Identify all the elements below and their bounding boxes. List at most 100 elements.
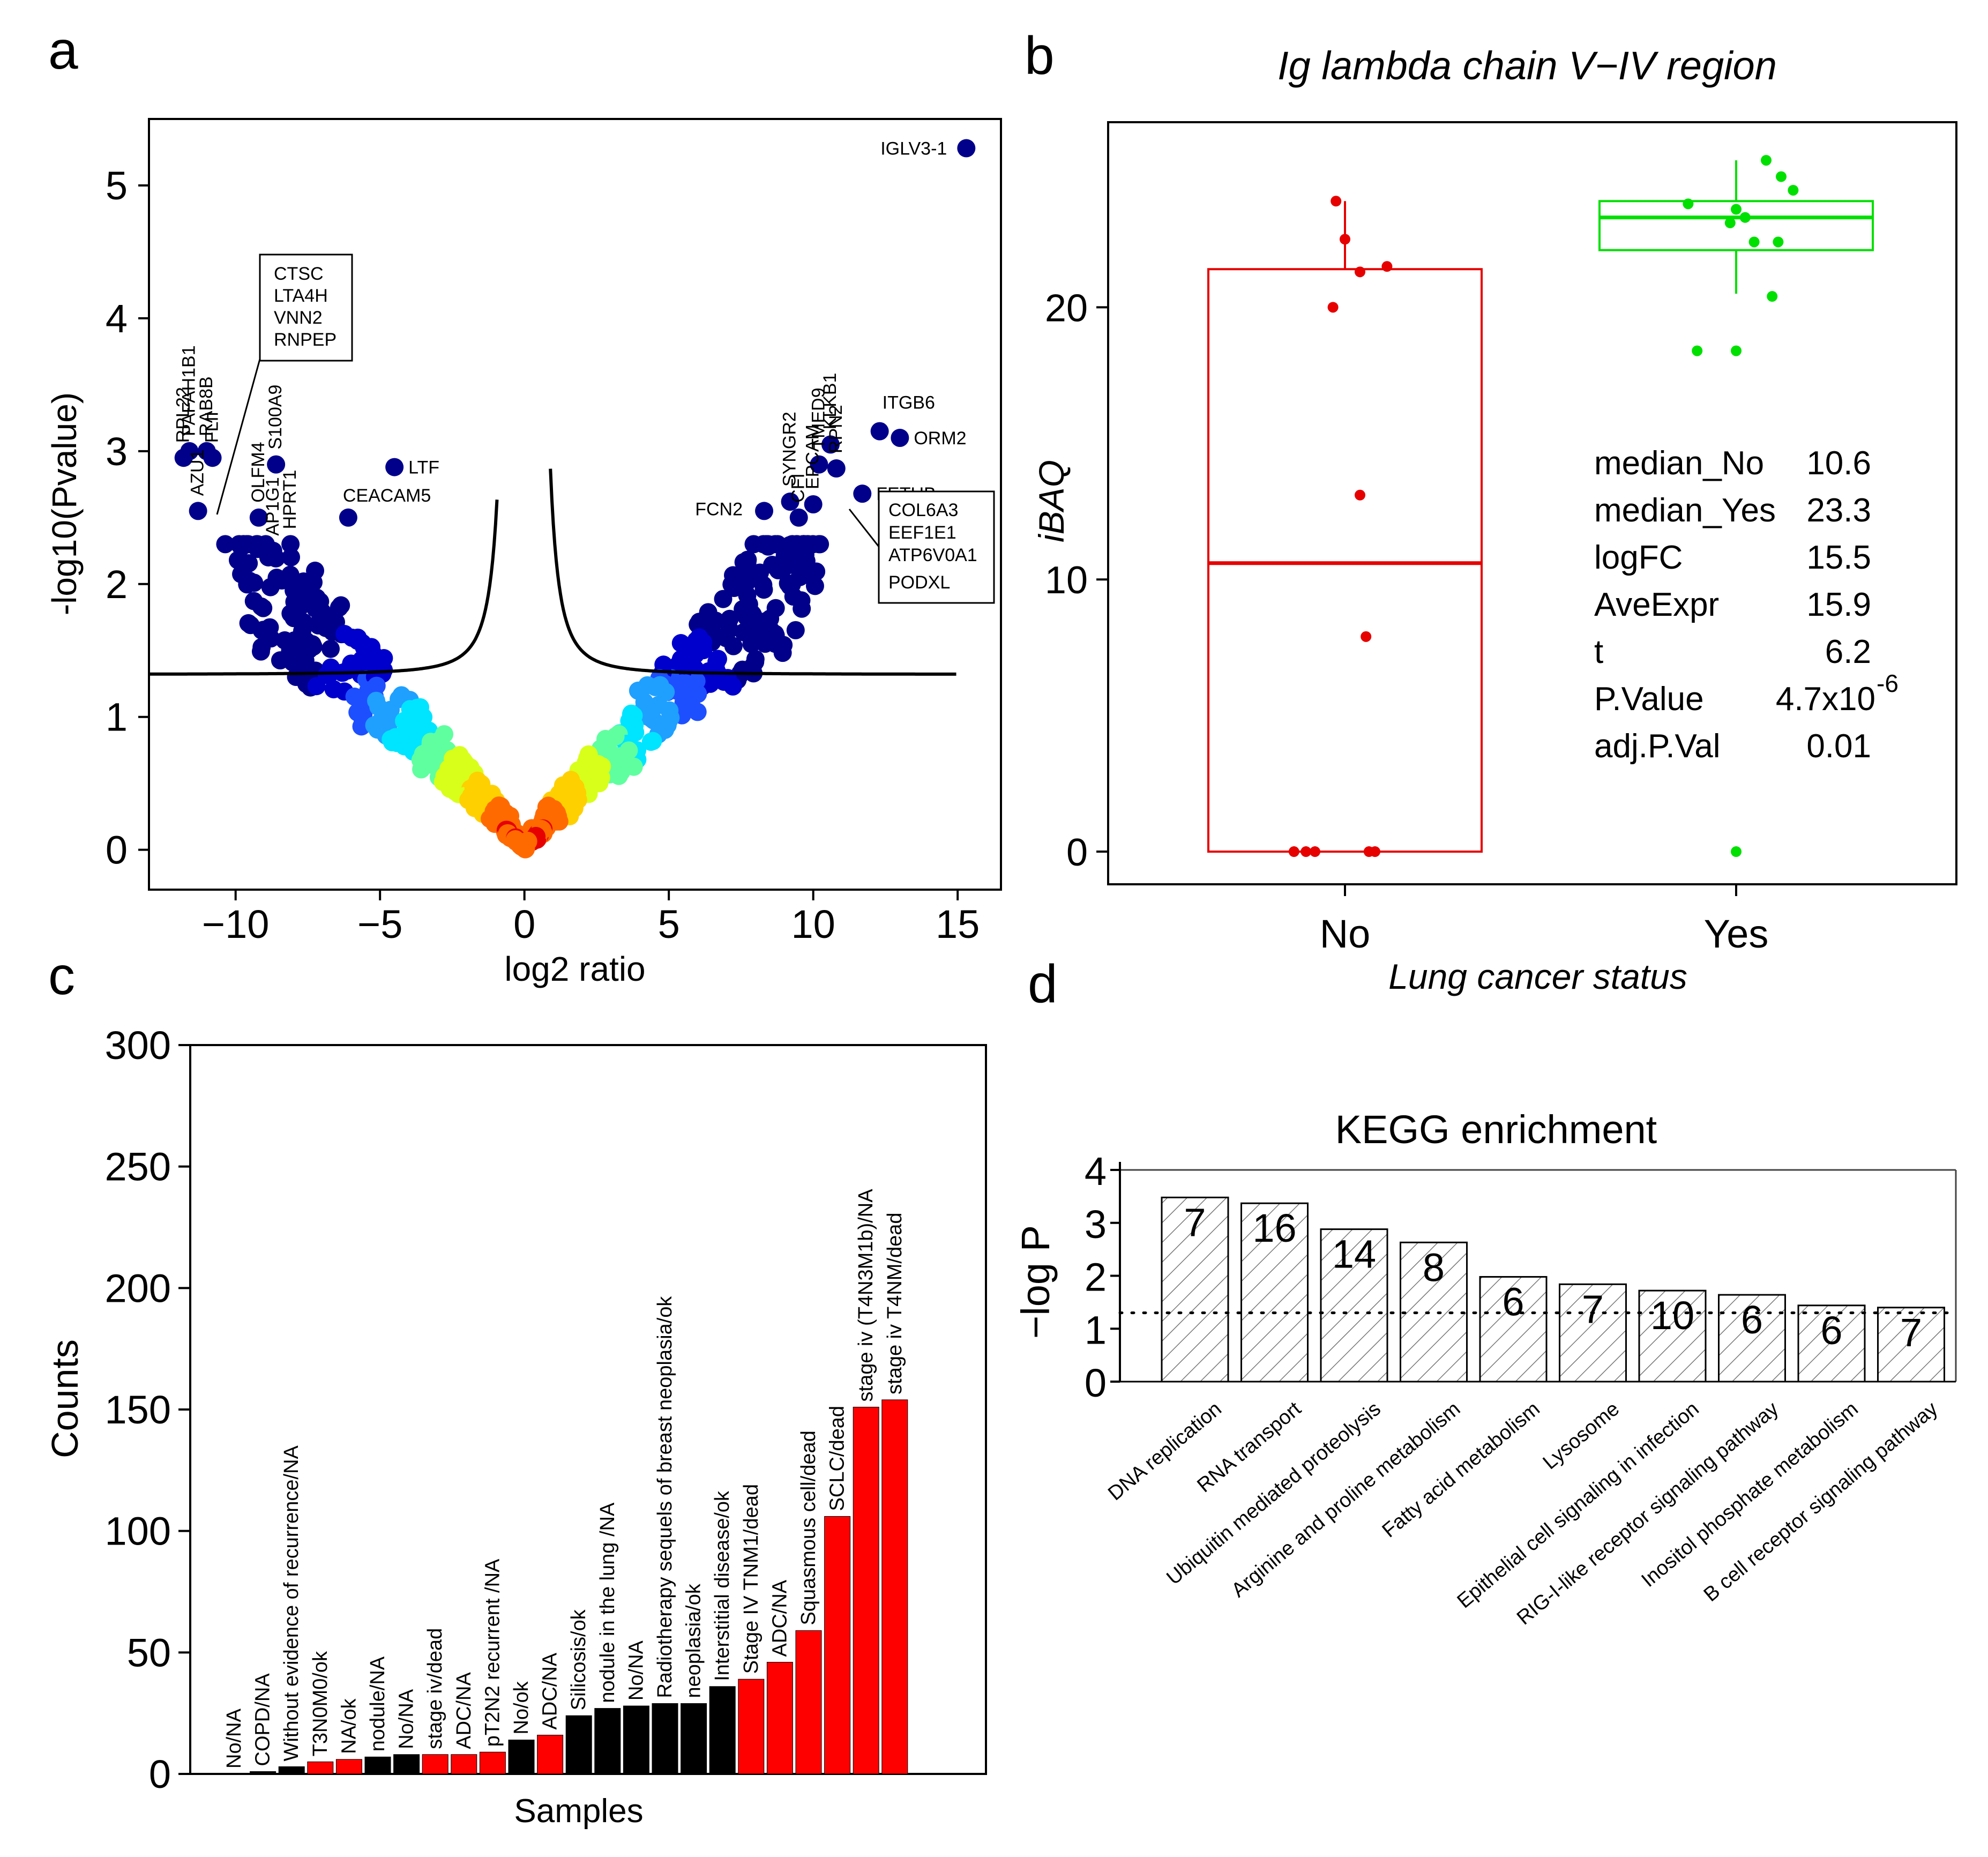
stat-name: median_Yes	[1594, 492, 1776, 529]
panel-a-label: a	[48, 20, 78, 80]
box-point	[1767, 291, 1778, 302]
point-label: FLII	[202, 412, 222, 443]
point-label: AZU1	[188, 449, 208, 496]
x-tick-label: 5	[658, 902, 680, 946]
panel-d-title: KEGG enrichment	[1335, 1107, 1657, 1152]
kegg-bar-count: 6	[1741, 1297, 1763, 1342]
box-point	[1731, 204, 1742, 215]
bar-label: T3N0M0/ok	[309, 1651, 332, 1756]
bar	[307, 1761, 334, 1774]
panel-d: d KEGG enrichment 0 1 2 3 4 7 16 14 8 6 7 10 6 6 7 DN…	[1013, 954, 1957, 1629]
panel-a-callout-right: COL6A3 EEF1E1 ATP6V0A1 PODXL	[848, 490, 995, 604]
box-point	[1761, 155, 1772, 166]
panel-a-y-axis-title: -log10(Pvalue)	[45, 392, 84, 615]
point-label: PAFAH1B1	[178, 345, 199, 436]
panel-c-y-ticks: 0 50 100 150 200 250 300	[105, 1023, 190, 1796]
panel-a: a −10 −5 0 5 10 15 0 1 2 3 4 5 IGLV3-1 ITGB6 ORM2 KLK…	[45, 20, 1002, 988]
bar-label: Interstitial disease/ok	[711, 1490, 734, 1681]
box-point	[1773, 236, 1784, 248]
bar-label: nodule in the lung /NA	[596, 1502, 619, 1703]
panel-d-label: d	[1028, 954, 1058, 1014]
volcano-point	[254, 599, 273, 617]
x-tick-label: 0	[513, 902, 535, 946]
volcano-point	[671, 634, 690, 653]
point-label: RAB8B	[196, 376, 216, 436]
panel-b-title: Ig lambda chain V−IV region	[1277, 43, 1777, 88]
kegg-bar-count: 16	[1252, 1206, 1296, 1250]
panel-b-plot-area	[1107, 121, 1957, 885]
y-tick-label: 2	[1085, 1255, 1107, 1300]
box-point	[1683, 198, 1694, 210]
box-point	[1748, 236, 1760, 248]
point-label: CFI	[788, 473, 809, 503]
bar-label: nodule/NA	[367, 1656, 389, 1751]
panel-c-bars: No/NA COPD/NA Without evidence of recurren…	[223, 1189, 908, 1774]
volcano-labeled-point	[827, 459, 846, 478]
volcano-labeled-point	[203, 449, 222, 467]
volcano-point	[724, 579, 743, 598]
x-tick-label: 15	[936, 902, 980, 946]
panel-c: c 0 50 100 150 200 250 300 No/NA COPD/NA Without…	[44, 946, 987, 1830]
point-label: TMED9	[808, 387, 828, 449]
callout-right-gene-3: ATP6V0A1	[888, 545, 977, 565]
volcano-point	[734, 553, 753, 572]
callout-right-gene-1: COL6A3	[888, 500, 958, 520]
x-tick-label: 10	[791, 902, 835, 946]
box-point	[1310, 846, 1320, 857]
kegg-bar-count: 10	[1650, 1293, 1694, 1338]
y-tick-label: 5	[106, 163, 128, 208]
point-label: RPN2	[826, 405, 846, 453]
bar-label: Without evidence of recurrence/NA	[280, 1445, 303, 1761]
volcano-point	[261, 629, 280, 648]
volcano-point	[793, 599, 811, 618]
volcano-labeled-point	[189, 502, 207, 520]
bar-label: No/NA	[625, 1640, 647, 1701]
panel-a-y-ticks: 0 1 2 3 4 5	[106, 163, 149, 872]
volcano-point	[714, 590, 733, 608]
y-tick-label: 0	[1066, 831, 1088, 874]
panel-d-bars: 7 16 14 8 6 7 10 6 6 7	[1161, 1196, 1945, 1383]
point-label: S100A9	[265, 385, 286, 450]
stat-value: 6.2	[1825, 633, 1871, 670]
panel-c-y-axis-title: Counts	[44, 1339, 86, 1458]
box-point	[1361, 631, 1372, 642]
bar	[594, 1708, 621, 1774]
y-tick-label: 150	[105, 1388, 171, 1432]
volcano-labeled-point	[853, 484, 872, 503]
kegg-bar	[1240, 1202, 1309, 1383]
box-point	[1692, 345, 1703, 356]
box-point	[1739, 212, 1751, 223]
bar	[738, 1679, 765, 1774]
stat-name: P.Value	[1594, 681, 1704, 718]
y-tick-label: 20	[1045, 287, 1088, 330]
y-tick-label: 10	[1045, 559, 1088, 602]
volcano-point	[786, 621, 805, 639]
volcano-labeled-point	[267, 455, 286, 474]
y-tick-label: 0	[106, 828, 128, 872]
point-label: CEACAM5	[343, 486, 431, 506]
panel-b-x-ticks: No Yes	[1320, 884, 1768, 956]
bar	[824, 1516, 851, 1774]
kegg-bar-count: 14	[1332, 1232, 1376, 1277]
volcano-labeled-point	[339, 508, 357, 527]
stat-name: AveExpr	[1594, 586, 1719, 623]
bar-label: stage iv (T4N3M1b)/NA	[855, 1189, 877, 1402]
bar-label: ADC/NA	[539, 1652, 562, 1729]
y-tick-label: 100	[105, 1509, 171, 1554]
panel-a-point-labels: IGLV3-1ITGB6ORM2KLKB1TMED9RPN2FETUBEPCAM…	[173, 139, 967, 536]
callout-right-gene-2: EEF1E1	[888, 523, 956, 543]
panel-b-stats-table: median_No 10.6 median_Yes 23.3 logFC 15.5 AveE…	[1594, 445, 1899, 765]
bar-label: No/NA	[223, 1708, 245, 1769]
panel-b-points	[1288, 155, 1799, 857]
stat-exponent: -6	[1877, 669, 1899, 697]
bar-label: No/NA	[395, 1689, 418, 1749]
box-point	[1301, 846, 1312, 857]
panel-d-y-axis-title: −log P	[1013, 1225, 1058, 1339]
box-point	[1355, 489, 1365, 501]
box-point	[1724, 217, 1736, 228]
callout-left-gene-4: RNPEP	[274, 330, 337, 350]
kegg-bar	[1797, 1304, 1866, 1383]
point-label: FCN2	[695, 499, 743, 519]
volcano-labeled-point	[781, 493, 799, 511]
